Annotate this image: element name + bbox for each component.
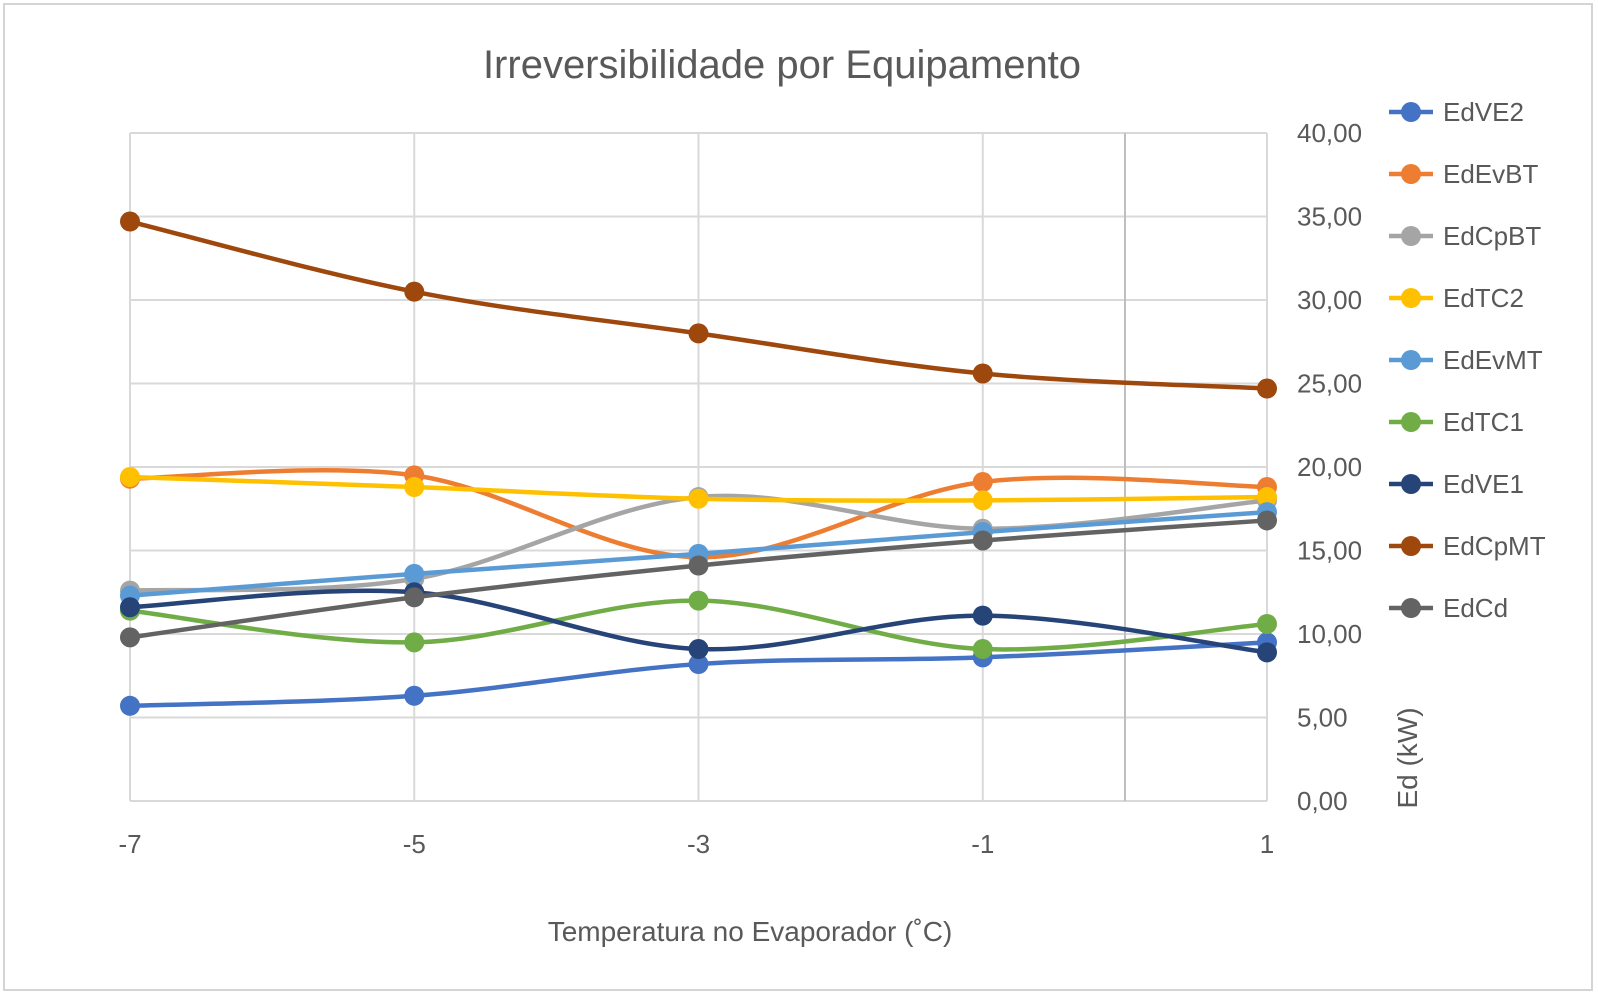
legend-label: EdEvBT — [1443, 159, 1538, 189]
series-EdTC2 — [120, 467, 1277, 511]
data-point — [688, 654, 709, 675]
y-tick-label: 15,00 — [1297, 536, 1362, 566]
legend-item: EdEvBT — [1389, 159, 1538, 189]
legend-item: EdVE2 — [1389, 97, 1524, 127]
legend-marker — [1401, 102, 1421, 122]
data-point — [120, 211, 140, 232]
y-tick-label: 10,00 — [1297, 619, 1362, 649]
data-point — [688, 323, 709, 344]
data-point — [1257, 642, 1277, 663]
data-point — [404, 587, 425, 608]
data-point — [120, 467, 140, 488]
y-tick-label: 5,00 — [1297, 703, 1348, 733]
gridlines — [129, 132, 1268, 802]
x-tick-label: -7 — [118, 829, 141, 859]
legend-item: EdCpMT — [1389, 531, 1546, 561]
legend-marker — [1401, 164, 1421, 184]
data-point — [120, 627, 140, 648]
data-point — [688, 590, 709, 611]
data-point — [1257, 613, 1277, 634]
data-point — [972, 490, 993, 511]
data-point — [1257, 487, 1277, 508]
data-point — [972, 472, 993, 493]
legend-item: EdEvMT — [1389, 345, 1543, 375]
legend-item: EdTC2 — [1389, 283, 1524, 313]
data-point — [1257, 378, 1277, 399]
legend-marker — [1401, 474, 1421, 494]
legend-label: EdEvMT — [1443, 345, 1543, 375]
x-tick-label: -3 — [687, 829, 710, 859]
data-point — [972, 639, 993, 660]
y-tick-label: 35,00 — [1297, 202, 1362, 232]
data-point — [688, 488, 709, 509]
y-axis-title: Ed (kW) — [1392, 707, 1423, 808]
legend-label: EdCd — [1443, 593, 1508, 623]
x-tick-label: -5 — [403, 829, 426, 859]
legend-marker — [1401, 226, 1421, 246]
legend-item: EdTC1 — [1389, 407, 1524, 437]
legend-marker — [1401, 412, 1421, 432]
legend-label: EdCpBT — [1443, 221, 1541, 251]
legend-marker — [1401, 350, 1421, 370]
data-point — [404, 685, 425, 706]
data-point — [972, 530, 993, 551]
legend-label: EdCpMT — [1443, 531, 1546, 561]
series-lines — [120, 211, 1277, 716]
legend-marker — [1401, 536, 1421, 556]
x-tick-label: 1 — [1260, 829, 1274, 859]
data-point — [120, 695, 140, 716]
x-axis-ticks: -7 -5 -3 -1 1 — [118, 829, 1274, 859]
legend-label: EdVE2 — [1443, 97, 1524, 127]
data-point — [688, 555, 709, 576]
y-tick-label: 20,00 — [1297, 452, 1362, 482]
chart-title: Irreversibilidade por Equipamento — [483, 43, 1081, 87]
series-EdCpMT — [120, 211, 1277, 399]
data-point — [404, 563, 425, 584]
series-EdCd — [120, 510, 1277, 648]
data-point — [972, 363, 993, 384]
legend-label: EdVE1 — [1443, 469, 1524, 499]
legend-item: EdVE1 — [1389, 469, 1524, 499]
legend-label: EdTC1 — [1443, 407, 1524, 437]
x-tick-label: -1 — [971, 829, 994, 859]
data-point — [120, 597, 140, 618]
data-point — [972, 605, 993, 626]
legend-item: EdCpBT — [1389, 221, 1541, 251]
y-tick-label: 30,00 — [1297, 285, 1362, 315]
x-axis-title: Temperatura no Evaporador (˚C) — [548, 916, 953, 947]
data-point — [404, 632, 425, 653]
y-axis-ticks: 0,00 5,00 10,00 15,00 20,00 25,00 30,00 35,00 40… — [1297, 118, 1362, 816]
data-point — [404, 477, 425, 498]
data-point — [688, 639, 709, 660]
y-tick-label: 25,00 — [1297, 369, 1362, 399]
legend: EdVE2 EdEvBT EdCpBT EdTC2 EdEvMT EdTC1 EdVE1 Ed… — [1389, 97, 1546, 623]
data-point — [404, 281, 425, 302]
y-tick-label: 40,00 — [1297, 118, 1362, 148]
legend-marker — [1401, 288, 1421, 308]
legend-label: EdTC2 — [1443, 283, 1524, 313]
data-point — [1257, 510, 1277, 531]
legend-item: EdCd — [1389, 593, 1508, 623]
legend-marker — [1401, 598, 1421, 618]
chart-frame — [3, 3, 1593, 991]
y-tick-label: 0,00 — [1297, 786, 1348, 816]
